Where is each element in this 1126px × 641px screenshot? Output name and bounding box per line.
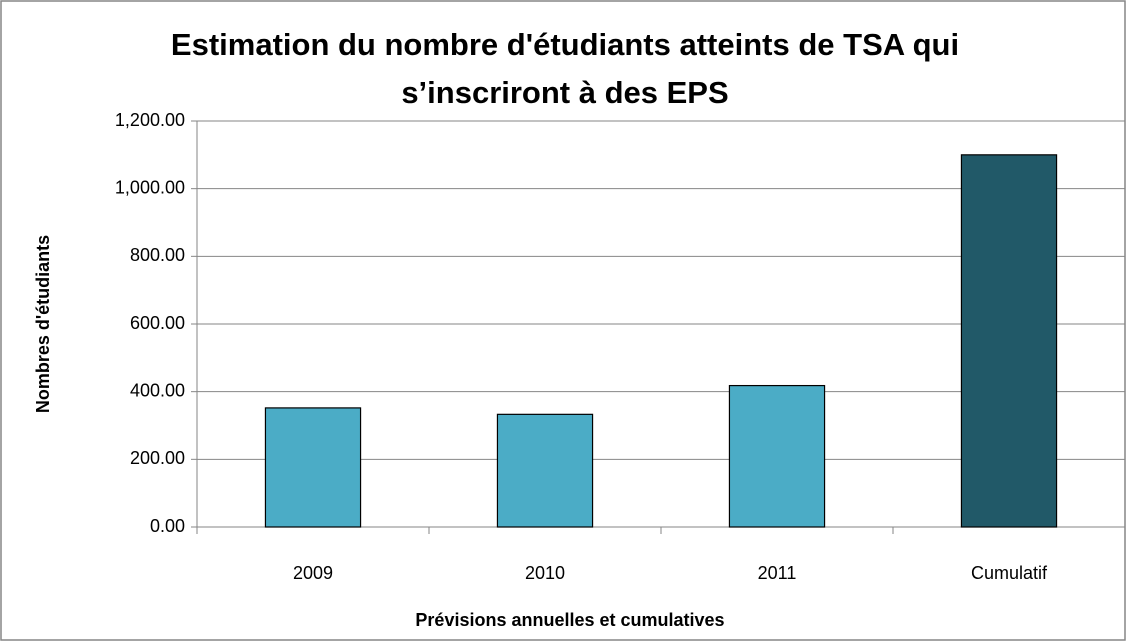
x-tick-label: 2010 (525, 563, 565, 583)
chart-title: s’inscriront à des EPS (401, 75, 728, 110)
x-axis-label: Prévisions annuelles et cumulatives (415, 610, 724, 630)
bar (496, 413, 594, 528)
y-tick-label: 1,000.00 (115, 177, 185, 197)
y-tick-label: 600.00 (130, 313, 185, 333)
y-axis-label: Nombres d'étudiants (33, 235, 53, 413)
bar (728, 384, 826, 528)
y-tick-label: 400.00 (130, 380, 185, 400)
y-tick-label: 1,200.00 (115, 110, 185, 130)
y-tick-label: 200.00 (130, 448, 185, 468)
chart-title: Estimation du nombre d'étudiants atteint… (171, 27, 959, 62)
x-tick-label: Cumulatif (971, 563, 1048, 583)
bar (264, 407, 362, 528)
x-tick-label: 2009 (293, 563, 333, 583)
y-tick-label: 0.00 (150, 516, 185, 536)
y-tick-label: 800.00 (130, 245, 185, 265)
x-tick-label: 2011 (758, 563, 797, 583)
bar (960, 154, 1058, 528)
